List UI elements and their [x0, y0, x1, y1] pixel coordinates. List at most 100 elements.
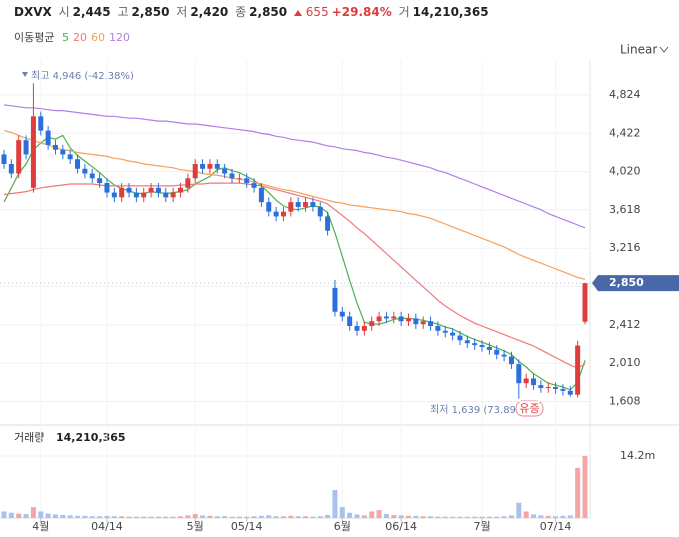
candle-body	[501, 354, 507, 357]
volume-bar	[30, 507, 36, 518]
candle-body	[30, 116, 36, 188]
candle-body	[369, 321, 375, 327]
volume-bar	[82, 515, 88, 518]
volume-bar	[516, 502, 522, 518]
open-value: 2,445	[72, 5, 111, 19]
candle-body	[531, 378, 537, 386]
event-badge[interactable]	[515, 400, 544, 417]
candle-body	[97, 178, 103, 184]
candle-body	[52, 144, 58, 150]
legend-entry[interactable]: 5	[61, 31, 69, 44]
volume-bar	[280, 516, 286, 518]
candle-body	[553, 387, 559, 389]
candle-body	[38, 116, 44, 131]
volume-bar	[339, 507, 345, 518]
candle-body	[266, 202, 272, 212]
candle-body	[178, 187, 184, 193]
volume-bar	[442, 516, 448, 518]
candle-body	[16, 140, 22, 174]
scale-chevron[interactable]	[659, 46, 669, 53]
candle-body	[222, 168, 228, 174]
scale-selector[interactable]: Linear	[620, 43, 657, 57]
volume-bar	[376, 510, 382, 518]
volume-bar	[464, 516, 470, 518]
candle-body	[185, 178, 191, 188]
candle-body	[126, 187, 132, 193]
candle-body	[339, 311, 345, 317]
volume-bar	[200, 515, 206, 518]
volume-bar	[428, 516, 434, 518]
volume-bar	[553, 516, 559, 518]
volume-bar	[244, 516, 250, 518]
candle-body	[398, 316, 404, 322]
volume-bar	[567, 515, 573, 518]
candle-body	[545, 387, 551, 389]
high-annotation: 최고 4,946 (-42.38%)	[31, 70, 134, 82]
volume-bar	[45, 513, 51, 518]
candle-body	[163, 192, 169, 198]
candle-body	[45, 130, 51, 145]
candle-body	[60, 149, 66, 155]
volume-bar	[23, 514, 29, 518]
volume-bar	[435, 516, 441, 518]
volume-bar	[288, 515, 294, 518]
ma-line	[3, 134, 586, 391]
volume-bar	[60, 514, 66, 518]
volume-bar	[317, 516, 323, 518]
volume-title: 거래량	[14, 431, 44, 444]
candle-body	[428, 321, 434, 327]
volume-bar	[185, 515, 191, 518]
ma-line	[3, 130, 586, 280]
candle-body	[280, 211, 286, 217]
volume-bar	[398, 515, 404, 518]
volume-bar	[16, 513, 22, 518]
volume-bar	[126, 516, 132, 518]
close-label: 종	[235, 5, 247, 19]
volume-bar	[52, 514, 58, 518]
ma-line	[3, 104, 586, 229]
candle-body	[325, 216, 331, 231]
volume-bar	[273, 516, 279, 518]
volume-bar	[325, 514, 331, 518]
candle-body	[420, 321, 426, 325]
candle-body	[354, 326, 360, 331]
volume-bar	[545, 515, 551, 518]
candle-body	[560, 388, 566, 391]
legend-entry[interactable]: 20	[72, 31, 87, 44]
volume-bar	[222, 516, 228, 518]
volume-bar	[413, 515, 419, 518]
x-tick-label: 04/14	[91, 520, 123, 533]
candle-body	[236, 178, 242, 180]
candle-body	[155, 187, 161, 193]
candle-body	[258, 187, 264, 203]
volume-bar	[383, 514, 389, 518]
candle-body	[214, 163, 220, 169]
volume-bar	[266, 515, 272, 518]
volume-bar	[178, 516, 184, 518]
last-price-tag	[592, 275, 679, 292]
volume-bar	[457, 516, 463, 518]
volume-bar	[332, 490, 338, 518]
candle-body	[8, 163, 14, 174]
candle-body	[516, 364, 522, 384]
volume-bar	[155, 516, 161, 518]
volume-bar	[192, 514, 198, 518]
volume-bar	[391, 514, 397, 518]
candle-body	[508, 356, 514, 365]
open-label: 시	[58, 5, 70, 19]
legend-entry[interactable]: 120	[108, 31, 130, 44]
volume-bar	[104, 515, 110, 518]
candle-body	[435, 326, 441, 331]
candle-body	[141, 192, 147, 198]
candle-body	[383, 316, 389, 319]
volume-bar	[97, 516, 103, 518]
event-label[interactable]: 유증	[519, 402, 539, 415]
x-tick-label: 05/14	[231, 520, 263, 533]
y-tick-label: 2,010	[609, 356, 641, 369]
candle-body	[391, 316, 397, 319]
high-value: 2,850	[131, 5, 170, 19]
candle-body	[288, 202, 294, 212]
volume-bar	[575, 467, 581, 518]
legend-entry[interactable]: 60	[90, 31, 105, 44]
